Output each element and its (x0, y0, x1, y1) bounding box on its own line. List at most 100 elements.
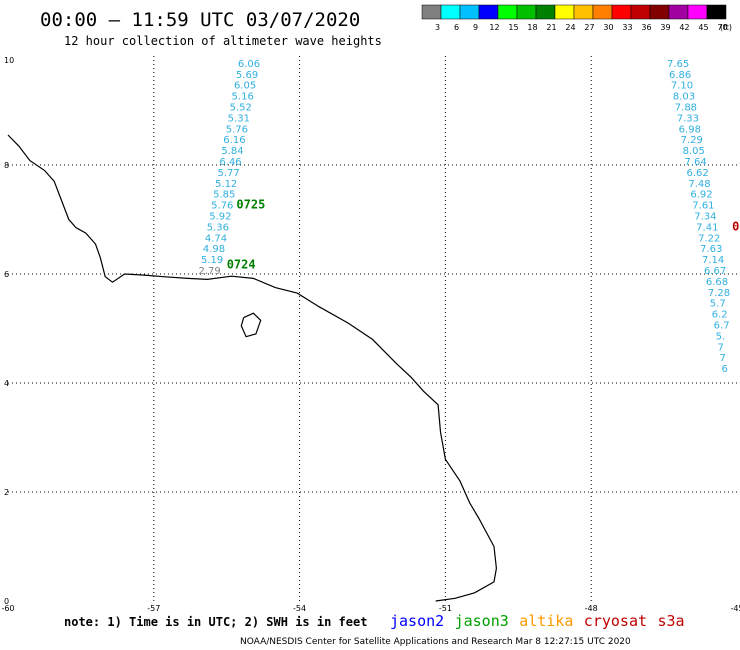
map-subtitle: 12 hour collection of altimeter wave hei… (64, 34, 382, 48)
legend-swatch (554, 4, 575, 20)
swh-value: 7.10 (671, 81, 693, 92)
legend-swatch (535, 4, 556, 20)
swh-value: 5.31 (228, 113, 250, 124)
legend-swatch (497, 4, 518, 20)
swh-value: 7.33 (677, 113, 699, 124)
lon-tick-label: -48 (585, 604, 598, 613)
legend-bin-label: 3 (435, 23, 440, 32)
legend-bin-label: 18 (527, 23, 537, 32)
pass-label: 0725 (236, 198, 265, 212)
legend-swatch (592, 4, 613, 20)
swh-value: 6.98 (679, 124, 701, 135)
swh-value: 5.77 (217, 168, 239, 179)
lat-tick-label: 8 (4, 161, 9, 170)
swh-value: 5.52 (230, 103, 252, 114)
legend-swatch (687, 4, 708, 20)
legend-swatch (630, 4, 651, 20)
swh-value: 7.48 (688, 179, 710, 190)
swh-value: 7.29 (681, 135, 703, 146)
swh-value: 5.16 (232, 92, 254, 103)
swh-value: 7 (720, 353, 726, 364)
legend-bin-label: 39 (660, 23, 670, 32)
pass-label: 0 (732, 219, 739, 233)
legend-bin-label: 36 (641, 23, 651, 32)
legend-bin-label: 42 (679, 23, 689, 32)
swh-value: 7.41 (696, 222, 718, 233)
swh-value: 5. (716, 331, 726, 342)
swh-value: 5.7 (710, 299, 726, 310)
mission-label: s3a (658, 612, 685, 630)
mission-legend: jason2 jason3 altika cryosat s3a (390, 612, 685, 630)
swh-value: 5.76 (226, 124, 248, 135)
legend-bin-label: 21 (546, 23, 556, 32)
swh-value: 5.85 (213, 190, 235, 201)
swh-value: 5.84 (221, 146, 243, 157)
legend-bin-label: 15 (508, 23, 518, 32)
legend-swatch (668, 4, 689, 20)
lat-tick-label: 6 (4, 270, 9, 279)
legend-bin-label: 70 (717, 23, 727, 32)
pass-label: 0724 (227, 258, 256, 272)
swh-value: 6.06 (238, 59, 260, 70)
swh-value: 4.98 (203, 244, 225, 255)
swh-value: 7.34 (694, 212, 716, 223)
swh-value: 6.86 (669, 70, 691, 81)
swh-value: 7.61 (692, 201, 714, 212)
legend-swatch (440, 4, 461, 20)
legend-swatch (459, 4, 480, 20)
swh-value: 6.62 (686, 168, 708, 179)
plot-area: 6.065.696.055.165.525.315.766.165.846.46… (1, 56, 740, 613)
swh-value: 6.46 (219, 157, 241, 168)
swh-value: 6.92 (690, 190, 712, 201)
legend-bin-label: 12 (489, 23, 499, 32)
swh-value: 4.74 (205, 233, 227, 244)
swh-value: 6.16 (223, 135, 245, 146)
swh-value: 6 (721, 364, 727, 375)
altimeter-tracks: 6.065.696.055.165.525.315.766.165.846.46… (199, 59, 731, 375)
swh-value: 6.2 (712, 310, 728, 321)
swh-value: 5.12 (215, 179, 237, 190)
legend-swatch (478, 4, 499, 20)
swh-value: 7.63 (700, 244, 722, 255)
lon-tick-label: -51 (439, 604, 452, 613)
swh-value: 7.22 (698, 233, 720, 244)
legend-swatch (573, 4, 594, 20)
swh-value: 8.05 (683, 146, 705, 157)
swh-value: 5.92 (209, 212, 231, 223)
swh-value: 2.79 (199, 266, 221, 277)
swh-value: 7.64 (685, 157, 707, 168)
lon-tick-label: -45 (730, 604, 740, 613)
legend-swatch (649, 4, 670, 20)
legend-bin-label: 30 (603, 23, 613, 32)
mission-label: altika (519, 612, 573, 630)
swh-value: 5.76 (211, 201, 233, 212)
units-note: note: 1) Time is in UTC; 2) SWH is in fe… (64, 615, 367, 629)
swh-value: 8.03 (673, 92, 695, 103)
mission-label: jason3 (455, 612, 509, 630)
credit-footer: NOAA/NESDIS Center for Satellite Applica… (240, 637, 631, 647)
lon-tick-label: -54 (293, 604, 306, 613)
legend-bin-label: 24 (565, 23, 575, 32)
swh-value: 5.36 (207, 222, 229, 233)
swh-value: 7.65 (667, 59, 689, 70)
lat-tick-label: 2 (4, 488, 9, 497)
swh-value: 6.05 (234, 81, 256, 92)
legend-swatch (421, 4, 442, 20)
legend-swatch (516, 4, 537, 20)
axis-ticks: -60 -57 -54 -51 -48 -45 0 2 4 6 8 10 (1, 56, 740, 613)
legend-bin-label: 27 (584, 23, 594, 32)
swh-value: 7.28 (708, 288, 730, 299)
map-title: 00:00 – 11:59 UTC 03/07/2020 (40, 9, 360, 31)
lon-tick-label: -57 (147, 604, 160, 613)
legend-bin-label: 45 (698, 23, 708, 32)
lat-tick-label: 10 (4, 56, 14, 65)
color-legend: 3 6 9 12 15 18 21 24 27 30 33 36 39 42 45 70(ft) (421, 4, 732, 32)
island-outline (240, 312, 262, 338)
swh-value: 5.19 (201, 255, 223, 266)
lon-tick-label: -60 (1, 604, 14, 613)
legend-unit: (ft) (720, 23, 732, 32)
mission-label: cryosat (584, 612, 647, 630)
legend-bin-label: 9 (473, 23, 478, 32)
lat-tick-label: 4 (4, 379, 9, 388)
